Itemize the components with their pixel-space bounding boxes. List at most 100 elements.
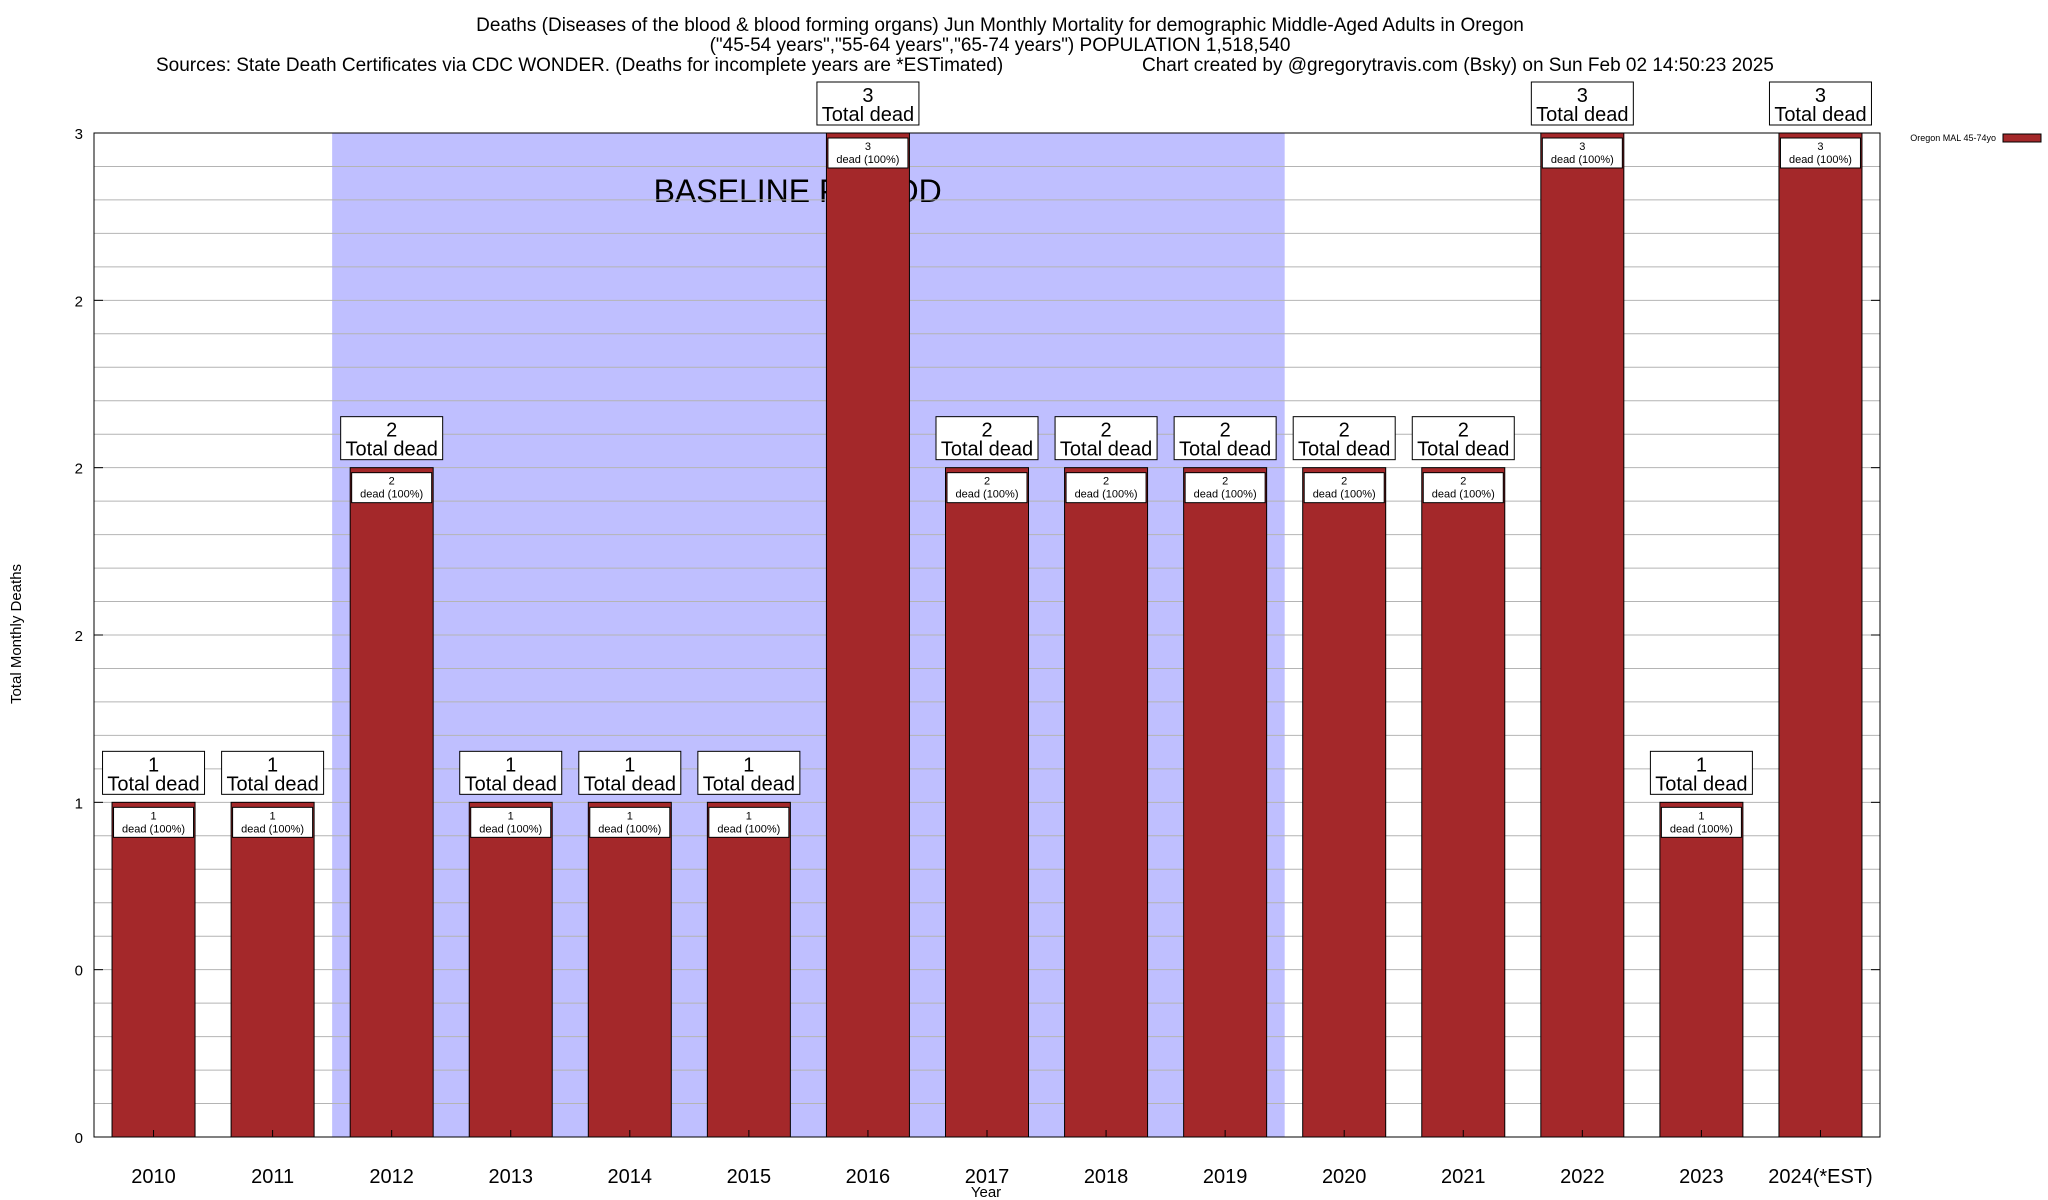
legend-swatch — [2002, 133, 2042, 143]
inner-label-count: 3 — [1579, 141, 1585, 153]
total-label-count: 2 — [1101, 420, 1112, 442]
x-tick-label: 2013 — [488, 1166, 533, 1188]
inner-label-box — [1779, 137, 1861, 169]
inner-label-box — [1065, 472, 1147, 504]
total-label-box — [1530, 81, 1634, 126]
x-tick-label: 2016 — [846, 1166, 891, 1188]
bar-2022 — [1540, 132, 1625, 1138]
chart-title-line-2: ("45-54 years","55-64 years","65-74 year… — [710, 35, 1291, 56]
bar-2011 — [230, 801, 315, 1138]
x-tick-label: 2022 — [1560, 1166, 1605, 1188]
total-label-text: Total dead — [584, 773, 676, 795]
x-tick-label: 2011 — [251, 1166, 294, 1188]
x-tick-label: 2021 — [1441, 1166, 1486, 1188]
total-label-text: Total dead — [226, 773, 318, 795]
inner-label-box — [1422, 472, 1504, 504]
inner-label-text: dead (100%) — [1551, 154, 1614, 166]
total-label-count: 3 — [1577, 85, 1588, 107]
bar-2019 — [1183, 467, 1268, 1138]
total-label-count: 2 — [386, 420, 397, 442]
y-axis-title: Total Monthly Deaths — [8, 564, 25, 704]
total-label-box — [340, 416, 444, 461]
bar-2018 — [1064, 467, 1149, 1138]
inner-label-box — [589, 806, 671, 838]
inner-label-box — [232, 806, 314, 838]
x-tick-label: 2010 — [131, 1166, 176, 1188]
x-tick-label: 2012 — [369, 1166, 414, 1188]
inner-label-count: 2 — [1460, 476, 1466, 488]
inner-label-count: 1 — [270, 810, 276, 822]
inner-label-box — [113, 806, 195, 838]
total-label-box — [1649, 750, 1753, 795]
inner-label-count: 2 — [1103, 476, 1109, 488]
total-label-count: 1 — [743, 754, 754, 776]
inner-label-count: 1 — [746, 810, 752, 822]
bar-2021 — [1421, 467, 1506, 1138]
total-label-box — [697, 750, 801, 795]
total-label-box — [221, 750, 325, 795]
y-tick-label: 2 — [75, 461, 83, 478]
total-label-text: Total dead — [1536, 104, 1628, 126]
total-label-text: Total dead — [465, 773, 557, 795]
inner-label-count: 2 — [1222, 476, 1228, 488]
total-label-count: 3 — [1815, 85, 1826, 107]
total-label-count: 2 — [1458, 420, 1469, 442]
total-label-box — [1411, 416, 1515, 461]
inner-label-text: dead (100%) — [956, 489, 1019, 501]
bar-2013 — [468, 801, 553, 1138]
inner-label-count: 2 — [389, 476, 395, 488]
total-label-box — [1054, 416, 1158, 461]
total-label-box — [578, 750, 682, 795]
total-label-count: 1 — [148, 754, 159, 776]
inner-label-text: dead (100%) — [717, 823, 780, 835]
total-label-text: Total dead — [1417, 439, 1509, 461]
chart-sources: Sources: State Death Certificates via CD… — [156, 55, 1003, 76]
total-label-text: Total dead — [1655, 773, 1747, 795]
inner-label-count: 1 — [1698, 810, 1704, 822]
inner-label-text: dead (100%) — [1194, 489, 1257, 501]
inner-label-count: 1 — [508, 810, 514, 822]
total-label-text: Total dead — [822, 104, 914, 126]
total-label-box — [1768, 81, 1872, 126]
x-tick-label: 2014 — [608, 1166, 653, 1188]
inner-label-text: dead (100%) — [1670, 823, 1733, 835]
inner-label-box — [351, 472, 433, 504]
y-tick-label: 0 — [75, 963, 83, 980]
chart-credit: Chart created by @gregorytravis.com (Bsk… — [1142, 55, 1774, 76]
bar-2017 — [945, 467, 1029, 1138]
total-label-count: 1 — [267, 754, 278, 776]
total-label-box — [935, 416, 1039, 461]
total-label-box — [1173, 416, 1277, 461]
inner-label-text: dead (100%) — [836, 154, 899, 166]
inner-label-box — [1303, 472, 1385, 504]
bar-2012 — [349, 467, 434, 1138]
total-label-text: Total dead — [1298, 439, 1390, 461]
inner-label-box — [946, 472, 1028, 504]
inner-label-text: dead (100%) — [1789, 154, 1852, 166]
total-label-count: 1 — [624, 754, 635, 776]
inner-label-count: 1 — [150, 810, 156, 822]
y-tick-label: 3 — [75, 126, 83, 143]
x-tick-label: 2023 — [1679, 1166, 1724, 1188]
